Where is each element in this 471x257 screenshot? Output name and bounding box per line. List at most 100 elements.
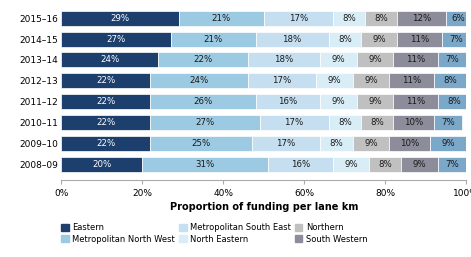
Bar	[61, 73, 150, 88]
Text: 27%: 27%	[195, 118, 215, 127]
Bar	[333, 11, 365, 26]
Bar	[142, 157, 268, 172]
Text: 21%: 21%	[203, 34, 223, 43]
Bar	[61, 157, 142, 172]
Text: 16%: 16%	[291, 160, 310, 169]
Text: 8%: 8%	[338, 34, 352, 43]
Bar	[264, 11, 333, 26]
Bar	[320, 52, 357, 67]
Bar	[393, 115, 434, 130]
Text: 9%: 9%	[373, 34, 386, 43]
Bar	[179, 11, 264, 26]
Text: 11%: 11%	[406, 56, 425, 65]
Bar	[442, 32, 471, 47]
Text: 9%: 9%	[413, 160, 427, 169]
Bar	[357, 94, 393, 109]
Bar	[150, 94, 256, 109]
Bar	[171, 32, 256, 47]
Bar	[357, 52, 393, 67]
Bar	[256, 32, 329, 47]
Text: 17%: 17%	[284, 118, 304, 127]
Text: 9%: 9%	[332, 97, 346, 106]
Text: 22%: 22%	[194, 56, 212, 65]
Text: 7%: 7%	[441, 118, 455, 127]
Legend: Eastern, Metropolitan North West, Metropolitan South East, North Eastern, Northe: Eastern, Metropolitan North West, Metrop…	[61, 223, 367, 244]
Bar	[430, 136, 466, 151]
Text: 25%: 25%	[191, 139, 211, 148]
Text: 11%: 11%	[410, 34, 430, 43]
Bar	[333, 157, 369, 172]
Text: 9%: 9%	[364, 139, 378, 148]
Bar	[320, 136, 353, 151]
Text: 22%: 22%	[96, 118, 115, 127]
Text: 8%: 8%	[338, 118, 352, 127]
Bar	[150, 136, 252, 151]
Bar	[398, 11, 446, 26]
Text: 18%: 18%	[283, 34, 302, 43]
Bar	[353, 73, 390, 88]
Bar	[398, 32, 442, 47]
Bar	[390, 136, 430, 151]
Text: 9%: 9%	[368, 56, 382, 65]
Text: 7%: 7%	[445, 56, 459, 65]
Text: 8%: 8%	[378, 160, 392, 169]
Text: 10%: 10%	[404, 118, 423, 127]
Text: 21%: 21%	[211, 14, 231, 23]
Text: 10%: 10%	[400, 139, 419, 148]
Text: 12%: 12%	[412, 14, 431, 23]
Text: 8%: 8%	[370, 118, 384, 127]
Bar	[61, 11, 179, 26]
Bar	[61, 115, 150, 130]
Text: 9%: 9%	[364, 76, 378, 85]
Text: 24%: 24%	[100, 56, 120, 65]
Text: 17%: 17%	[276, 139, 296, 148]
Text: 8%: 8%	[374, 14, 388, 23]
Text: 22%: 22%	[96, 76, 115, 85]
Bar	[438, 94, 471, 109]
Bar	[393, 94, 438, 109]
Bar	[320, 94, 357, 109]
Bar	[393, 52, 438, 67]
Bar	[268, 157, 333, 172]
Bar	[438, 52, 466, 67]
Text: 17%: 17%	[289, 14, 308, 23]
Text: 27%: 27%	[106, 34, 126, 43]
Bar	[61, 94, 150, 109]
X-axis label: Proportion of funding per lane km: Proportion of funding per lane km	[170, 202, 358, 212]
Text: 7%: 7%	[445, 160, 459, 169]
Bar	[61, 136, 150, 151]
Bar	[446, 11, 471, 26]
Bar	[365, 11, 398, 26]
Bar	[317, 73, 353, 88]
Text: 8%: 8%	[447, 97, 461, 106]
Bar	[361, 32, 398, 47]
Bar	[369, 157, 401, 172]
Text: 11%: 11%	[406, 97, 425, 106]
Text: 20%: 20%	[92, 160, 111, 169]
Text: 8%: 8%	[443, 76, 457, 85]
Text: 18%: 18%	[275, 56, 293, 65]
Bar	[434, 115, 462, 130]
Bar	[150, 115, 260, 130]
Text: 8%: 8%	[330, 139, 343, 148]
Bar	[401, 157, 438, 172]
Bar	[158, 52, 248, 67]
Text: 22%: 22%	[96, 139, 115, 148]
Bar	[256, 94, 320, 109]
Text: 8%: 8%	[342, 14, 356, 23]
Text: 17%: 17%	[272, 76, 292, 85]
Text: 11%: 11%	[402, 76, 421, 85]
Text: 6%: 6%	[451, 14, 465, 23]
Bar	[61, 32, 171, 47]
Text: 26%: 26%	[194, 97, 212, 106]
Text: 29%: 29%	[110, 14, 130, 23]
Text: 16%: 16%	[278, 97, 298, 106]
Text: 9%: 9%	[441, 139, 455, 148]
Bar	[150, 73, 248, 88]
Text: 9%: 9%	[344, 160, 357, 169]
Bar	[252, 136, 320, 151]
Bar	[260, 115, 329, 130]
Bar	[434, 73, 466, 88]
Bar	[61, 52, 158, 67]
Bar	[248, 73, 317, 88]
